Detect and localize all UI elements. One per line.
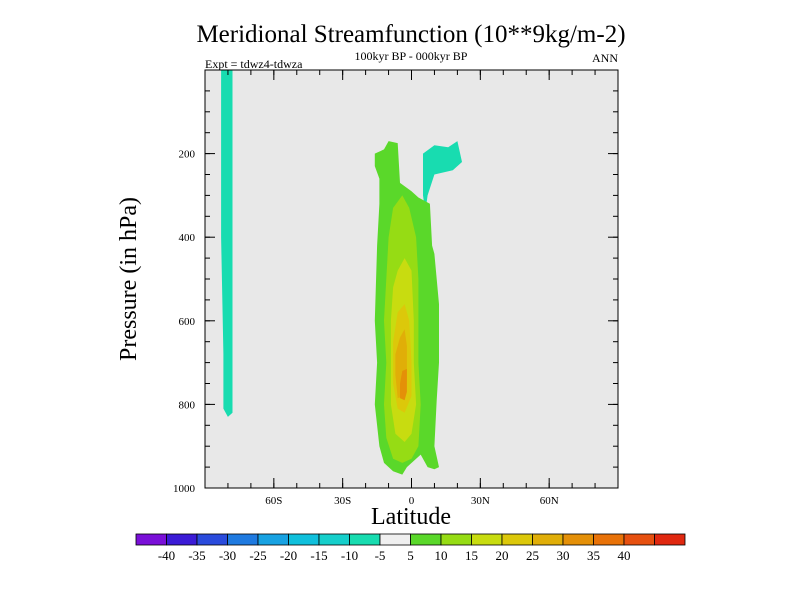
- colorbar-label: 10: [435, 548, 448, 563]
- colorbar-swatch: [654, 533, 686, 546]
- contour-region-1: [423, 141, 462, 213]
- chart-subtitle-left: Expt = tdwz4-tdwza: [205, 57, 303, 71]
- colorbar-label: -40: [158, 548, 175, 563]
- colorbar-label: 20: [496, 548, 509, 563]
- colorbar-label: -15: [310, 548, 327, 563]
- colorbar-swatch: [166, 533, 198, 546]
- colorbar-swatch: [532, 533, 564, 546]
- y-tick-label: 800: [179, 399, 196, 411]
- contour-region-0: [221, 70, 233, 417]
- colorbar: -40 -35 -30 -25 -20 -15 -10 -5 5 10 15 20 25 30 35 40: [135, 533, 686, 563]
- colorbar-label: 35: [587, 548, 600, 563]
- y-tick-label: 200: [179, 149, 196, 161]
- colorbar-label: 40: [618, 548, 631, 563]
- colorbar-label: -35: [188, 548, 205, 563]
- colorbar-label: -30: [219, 548, 236, 563]
- colorbar-label: -20: [280, 548, 297, 563]
- colorbar-swatch: [257, 533, 289, 546]
- colorbar-swatch: [318, 533, 350, 546]
- x-tick-label: 60S: [265, 495, 282, 507]
- y-tick-label: 400: [179, 232, 196, 244]
- y-tick-label: 600: [179, 316, 196, 328]
- chart-title: Meridional Streamfunction (10**9kg/m-2): [196, 21, 625, 48]
- colorbar-swatch: [593, 533, 625, 546]
- colorbar-swatch: [349, 533, 381, 546]
- colorbar-swatch: [562, 533, 594, 546]
- colorbar-label: -10: [341, 548, 358, 563]
- colorbar-swatch: [288, 533, 320, 546]
- colorbar-swatch: [623, 533, 655, 546]
- x-tick-label: 60N: [540, 495, 559, 507]
- y-tick-label: 1000: [173, 483, 196, 495]
- colorbar-label: 25: [526, 548, 539, 563]
- y-axis-label: Pressure (in hPa): [116, 197, 142, 361]
- colorbar-label: 15: [465, 548, 478, 563]
- contour-region-7: [400, 368, 407, 401]
- colorbar-swatch: [410, 533, 442, 546]
- contour-regions: [221, 70, 462, 475]
- colorbar-swatch: [440, 533, 472, 546]
- x-axis-label: Latitude: [371, 504, 451, 530]
- plot-frame: [204, 69, 619, 489]
- colorbar-swatch: [501, 533, 533, 546]
- chart-subtitle-right: ANN: [592, 51, 618, 65]
- colorbar-label: -25: [249, 548, 266, 563]
- x-tick-label: 30N: [471, 495, 490, 507]
- colorbar-swatch: [471, 533, 503, 546]
- x-tick-label: 0: [409, 495, 415, 507]
- colorbar-swatch: [227, 533, 259, 546]
- colorbar-swatch: [196, 533, 228, 546]
- x-tick-label: 30S: [334, 495, 351, 507]
- colorbar-label: -5: [375, 548, 386, 563]
- colorbar-label: 30: [557, 548, 570, 563]
- colorbar-swatch: [135, 533, 167, 546]
- colorbar-label: 5: [407, 548, 414, 563]
- colorbar-swatch: [379, 533, 411, 546]
- chart-subtitle-center: 100kyr BP - 000kyr BP: [355, 49, 468, 63]
